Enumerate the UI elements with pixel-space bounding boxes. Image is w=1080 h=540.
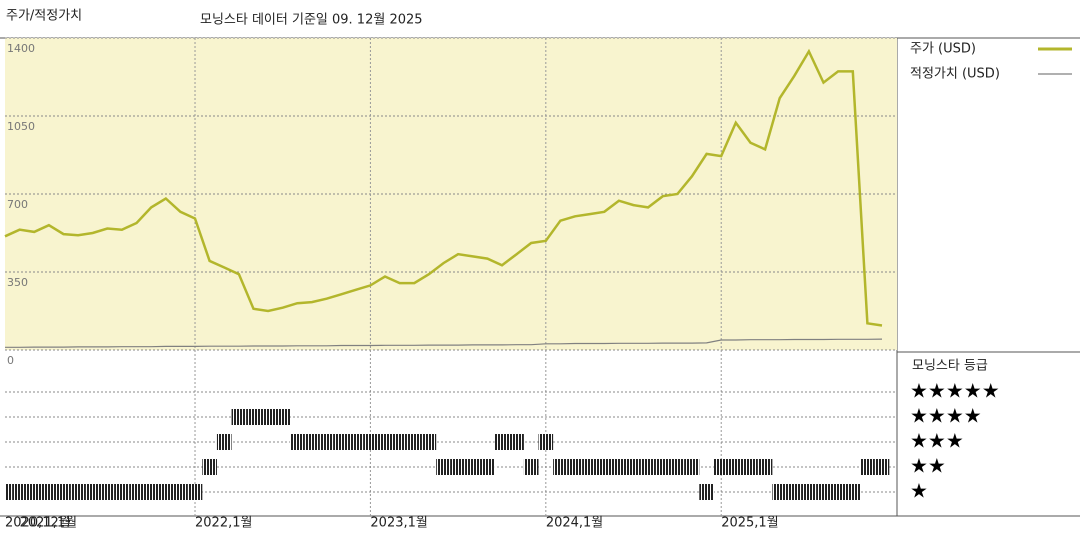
y-tick-label: 0 [7,354,14,367]
rating-bar [480,459,495,475]
rating-label: ★ [910,479,928,503]
rating-bar [260,409,276,425]
rating-bar [275,409,291,425]
y-tick-label: 700 [7,198,28,211]
x-tick-label: 2023,1월 [370,516,427,531]
rating-bar [363,434,378,450]
ratings-title: 모닝스타 등급 [912,359,988,374]
rating-bar [129,484,144,500]
rating-bar [465,459,481,475]
rating-bar [333,434,349,450]
subtitle: 모닝스타 데이터 기준일 09. 12월 2025 [200,13,423,28]
rating-bar [874,459,890,475]
x-tick-label: 2024,1월 [546,516,603,531]
rating-bar [304,434,320,450]
rating-bar [41,484,57,500]
rating-bar [187,484,203,500]
x-tick-label: 2021,1월 [20,516,77,531]
rating-bar [246,409,261,425]
rating-bar [392,434,407,450]
rating-bar [728,459,744,475]
rating-bar [56,484,71,500]
series-line [5,338,883,348]
rating-bar [713,459,729,475]
legend-label: 적정가치 (USD) [910,67,1000,82]
rating-bar [158,484,174,500]
legend-label: 주가 (USD) [910,42,976,57]
rating-bar [5,484,13,500]
rating-bar [319,434,334,450]
rating-bar [860,459,875,475]
rating-bar [684,459,700,475]
rating-label: ★★ [910,454,946,478]
rating-bar [450,459,466,475]
rating-bar [377,434,393,450]
rating-bar [494,434,510,450]
rating-bar [100,484,115,500]
x-tick-label: 2025,1월 [721,516,778,531]
rating-bar [70,484,86,500]
x-tick-label: 2020,12월 [5,516,71,531]
rating-bar [538,434,554,450]
rating-bar [757,459,773,475]
rating-bar [670,459,685,475]
rating-bar [143,484,159,500]
rating-bar [216,434,232,450]
rating-label: ★★★ [910,429,964,453]
rating-bar [114,484,130,500]
rating-label: ★★★★★ [910,379,1000,403]
rating-bar [523,459,539,475]
x-tick-label: 2022,1월 [195,516,252,531]
rating-bar [202,459,217,475]
rating-bar [830,484,846,500]
y-tick-label: 350 [7,276,28,289]
rating-bar [406,434,422,450]
rating-bar [173,484,188,500]
rating-bar [85,484,101,500]
rating-bar [626,459,641,475]
rating-bar [12,484,27,500]
rating-bar [553,459,568,475]
rating-bar [845,484,861,500]
rating-bar [816,484,831,500]
rating-bar [582,459,597,475]
rating-bar [509,434,524,450]
rating-bar [421,434,437,450]
series-line [4,48,883,327]
rating-bar [640,459,656,475]
rating-bar [801,484,817,500]
rating-bar [290,434,305,450]
rating-bar [743,459,758,475]
rating-bar [567,459,583,475]
rating-bar [596,459,612,475]
rating-bar [786,484,802,500]
rating-bar [772,484,787,500]
rating-label: ★★★★ [910,404,982,428]
y-tick-label: 1050 [7,120,35,133]
rating-bar [436,459,451,475]
rating-bar [231,409,247,425]
rating-bar [348,434,364,450]
rating-bar [26,484,42,500]
rating-bar [655,459,671,475]
rating-bar [699,484,714,500]
y-tick-label: 1400 [7,42,35,55]
chart-title: 주가/적정가치 [6,9,82,24]
rating-bar [611,459,627,475]
